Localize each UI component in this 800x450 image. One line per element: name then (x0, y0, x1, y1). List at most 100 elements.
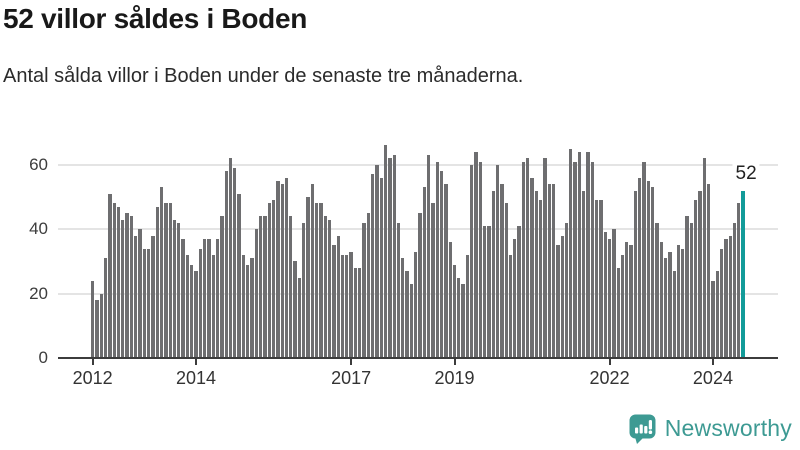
bar (414, 251, 418, 358)
gridline-y40 (58, 228, 778, 231)
bar (401, 258, 405, 358)
chart-title: 52 villor såldes i Boden (3, 3, 308, 34)
bar (276, 180, 280, 358)
bar (164, 203, 168, 358)
bar (551, 184, 556, 358)
bar (91, 280, 95, 358)
newsworthy-logo: Newsworthy (628, 412, 792, 444)
bar (629, 245, 633, 358)
highlight-bar (741, 190, 745, 358)
bar (663, 258, 668, 358)
bar (508, 254, 513, 358)
bar (258, 216, 263, 358)
y-axis-label-40: 40 (29, 219, 48, 239)
bar (289, 216, 293, 358)
bar (719, 248, 724, 358)
bar (500, 184, 504, 358)
bar (396, 222, 401, 358)
bar (362, 222, 366, 358)
gridline-y20 (58, 292, 778, 295)
bar (146, 248, 151, 358)
bar (513, 238, 517, 358)
x-axis-label-2024: 2024 (692, 368, 733, 388)
bar (319, 203, 323, 358)
bar (470, 164, 474, 358)
bar (543, 158, 547, 358)
bar (345, 254, 349, 358)
bar (465, 254, 470, 358)
bar (151, 235, 155, 358)
bar (211, 254, 215, 358)
bar (284, 177, 289, 358)
bar (646, 180, 650, 358)
bar (694, 200, 698, 358)
bar (332, 245, 336, 358)
bar (388, 158, 392, 358)
bar (672, 271, 676, 358)
bar (586, 151, 590, 358)
gridline-y60 (58, 163, 778, 166)
bar (138, 229, 142, 358)
bar (353, 267, 358, 358)
y-axis-label-0: 0 (38, 348, 48, 367)
x-axis-label-2012: 2012 (72, 368, 113, 388)
bar (293, 261, 297, 358)
bar (112, 203, 116, 358)
bar (457, 277, 461, 358)
bar (224, 171, 228, 358)
bar (655, 222, 659, 358)
bar (426, 155, 431, 358)
bar (418, 213, 422, 358)
x-tick-2019 (453, 359, 456, 365)
bar (185, 254, 190, 358)
bar (263, 216, 267, 358)
bar (405, 271, 409, 358)
bar (168, 203, 172, 358)
bar (280, 184, 284, 358)
bar (392, 155, 396, 358)
bar (715, 271, 719, 358)
bar (297, 277, 302, 358)
bar (487, 225, 491, 358)
x-axis-label-2017: 2017 (331, 368, 372, 388)
bar (142, 248, 147, 358)
bar-chart: 0 20 40 60 2012 2014 2017 2019 2022 2024 (0, 140, 800, 388)
bar (116, 206, 121, 358)
bar (616, 267, 620, 358)
bar (422, 187, 427, 358)
bar (702, 158, 706, 358)
bar (383, 145, 388, 358)
bar (569, 148, 573, 358)
bar (724, 238, 728, 358)
bar (603, 232, 607, 358)
bar (737, 203, 741, 358)
bar (375, 164, 379, 358)
bar (495, 164, 500, 358)
bar (594, 200, 599, 358)
bar (177, 222, 181, 358)
bar (689, 222, 694, 358)
bar (517, 225, 521, 358)
highlight-value-label: 52 (732, 162, 760, 185)
bar (504, 203, 508, 358)
bar (599, 200, 603, 358)
bar (202, 238, 207, 358)
bar (461, 283, 465, 358)
bar (685, 216, 689, 358)
bar (379, 177, 383, 358)
bar (711, 280, 715, 358)
bar (482, 225, 487, 358)
y-axis-label-60: 60 (29, 154, 48, 174)
bar (650, 187, 655, 358)
bar (474, 151, 478, 358)
bar (129, 216, 134, 358)
bar (547, 184, 551, 358)
x-axis-label-2022: 2022 (589, 368, 630, 388)
bar (241, 254, 246, 358)
bar (526, 158, 530, 358)
bar (728, 235, 732, 358)
bar (676, 245, 681, 358)
bar (538, 200, 543, 358)
x-tick-2014 (195, 359, 198, 365)
